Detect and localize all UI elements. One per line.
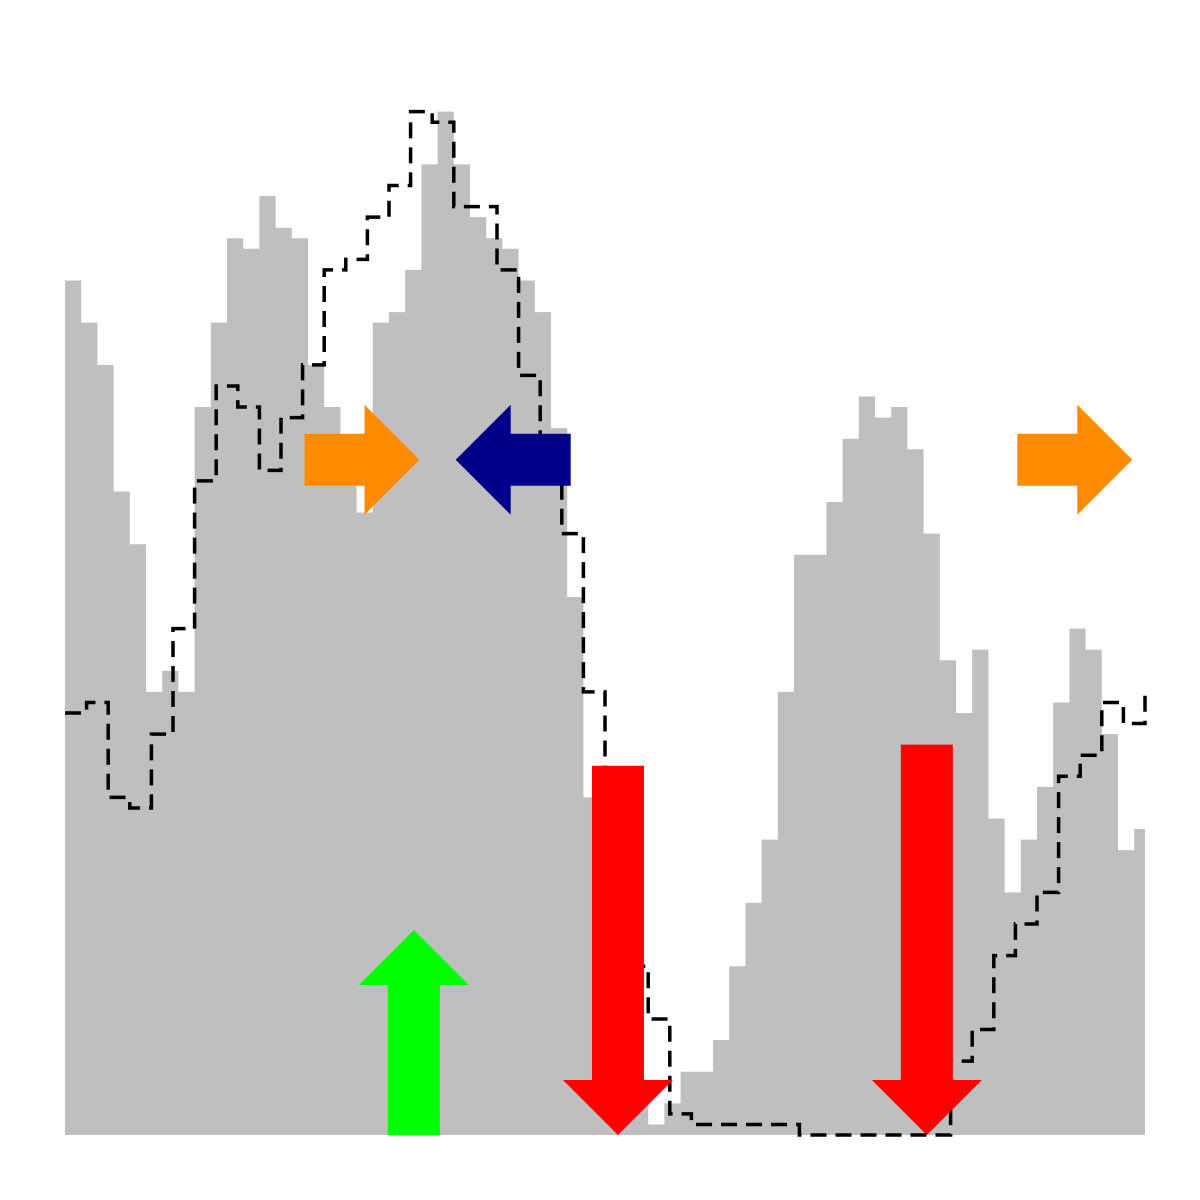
plot-area (65, 109, 1147, 1137)
dashed-line-series (65, 109, 1147, 1137)
annotation-arrows (304, 404, 1133, 1135)
arrow-left-icon (455, 404, 571, 515)
area-series (65, 111, 1145, 1135)
arrow-right-icon (304, 404, 420, 515)
arrow-down-icon (871, 744, 982, 1135)
arrow-up-icon (358, 930, 469, 1135)
arrow-right-icon (1017, 404, 1133, 515)
arrow-down-icon (562, 765, 673, 1135)
